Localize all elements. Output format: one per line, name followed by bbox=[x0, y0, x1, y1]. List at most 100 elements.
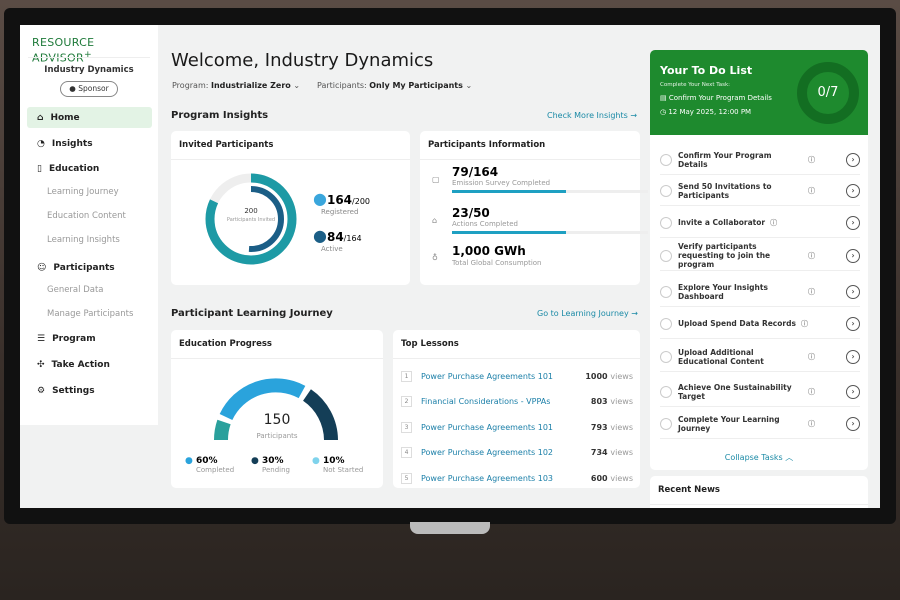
people-icon: ☺ bbox=[37, 262, 47, 273]
gauge-center-value: 150 bbox=[263, 412, 291, 428]
todo-checkbox[interactable] bbox=[660, 285, 672, 298]
help-icon[interactable]: ⓘ bbox=[808, 387, 815, 396]
education-progress-card: Education Progress 150 Participants ● 60… bbox=[171, 330, 383, 488]
sidebar-item-education[interactable]: ▯ Education bbox=[37, 163, 100, 174]
chevron-right-circle-icon[interactable]: › bbox=[846, 284, 860, 299]
page-title: Welcome, Industry Dynamics bbox=[171, 50, 434, 71]
lesson-views: 793 views bbox=[590, 422, 633, 432]
gauge-pending bbox=[302, 389, 338, 441]
todo-label: Verify participants requesting to join t… bbox=[678, 242, 771, 269]
sidebar-item-manage-participants[interactable]: Manage Participants bbox=[47, 309, 134, 319]
help-icon[interactable]: ⓘ bbox=[808, 186, 815, 195]
chevron-up-icon: ︿ bbox=[785, 453, 794, 462]
home-icon: ⌂ bbox=[37, 112, 44, 123]
todo-item[interactable]: Achieve One Sustainability Target ⓘ › bbox=[660, 377, 860, 407]
actions-value: 23/50 bbox=[452, 206, 490, 220]
sidebar-item-education-content[interactable]: Education Content bbox=[47, 211, 126, 221]
todo-item[interactable]: Invite a Collaborator ⓘ › bbox=[660, 208, 860, 238]
check-more-insights-link[interactable]: Check More Insights → bbox=[547, 111, 638, 120]
collapse-tasks-button[interactable]: Collapse Tasks ︿ bbox=[724, 453, 794, 462]
learning-journey-title: Participant Learning Journey bbox=[171, 308, 333, 319]
sidebar-item-settings[interactable]: ⚙ Settings bbox=[37, 385, 95, 396]
lesson-title[interactable]: Financial Considerations - VPPAs bbox=[421, 397, 551, 406]
todo-item[interactable]: Verify participants requesting to join t… bbox=[660, 241, 860, 271]
chevron-right-circle-icon[interactable]: › bbox=[846, 349, 860, 364]
lesson-row[interactable]: 5 Power Purchase Agreements 103 600 views bbox=[401, 468, 633, 488]
todo-label: Invite a Collaborator bbox=[678, 218, 766, 227]
todo-checkbox[interactable] bbox=[660, 317, 672, 330]
donut-center-label: Participants Invited bbox=[226, 217, 276, 223]
lesson-row[interactable]: 1 Power Purchase Agreements 101 1000 views bbox=[401, 366, 633, 386]
chevron-right-circle-icon[interactable]: › bbox=[846, 215, 860, 230]
lesson-title[interactable]: Power Purchase Agreements 101 bbox=[421, 422, 554, 432]
card-title: Education Progress bbox=[171, 330, 383, 359]
legend-pending: ● 30% Pending bbox=[251, 456, 290, 474]
chevron-right-circle-icon[interactable]: › bbox=[846, 316, 860, 331]
help-icon[interactable]: ⓘ bbox=[808, 419, 815, 428]
chevron-right-circle-icon[interactable]: › bbox=[846, 248, 860, 263]
lesson-title[interactable]: Power Purchase Agreements 101 bbox=[421, 371, 554, 381]
help-icon[interactable]: ⓘ bbox=[808, 155, 815, 164]
help-icon[interactable]: ⓘ bbox=[770, 218, 778, 227]
monitor-stand bbox=[410, 522, 490, 534]
todo-item[interactable]: Explore Your Insights Dashboard ⓘ › bbox=[660, 277, 860, 307]
chevron-right-circle-icon[interactable]: › bbox=[846, 183, 860, 198]
todo-item[interactable]: Complete Your Learning Journey ⓘ › bbox=[660, 409, 860, 439]
lesson-rank: 5 bbox=[401, 472, 412, 484]
sidebar-item-insights[interactable]: ◔ Insights bbox=[37, 138, 93, 149]
lesson-title[interactable]: Power Purchase Agreements 102 bbox=[421, 448, 554, 457]
clock-icon: ◷ bbox=[660, 108, 667, 116]
help-icon[interactable]: ⓘ bbox=[808, 287, 815, 296]
sponsor-icon: ● bbox=[69, 84, 76, 93]
top-lessons-card: Top Lessons 1 Power Purchase Agreements 1… bbox=[393, 330, 640, 488]
gauge-completed bbox=[219, 378, 306, 421]
todo-item[interactable]: Send 50 Invitations to Participants ⓘ › bbox=[660, 176, 860, 206]
todo-checkbox[interactable] bbox=[660, 385, 672, 398]
sidebar-item-participants[interactable]: ☺ Participants bbox=[37, 262, 115, 273]
lesson-row[interactable]: 2 Financial Considerations - VPPAs 803 vie… bbox=[401, 392, 633, 412]
chevron-right-circle-icon[interactable]: › bbox=[846, 416, 860, 431]
help-icon[interactable]: ⓘ bbox=[800, 319, 808, 328]
todo-item[interactable]: Confirm Your Program Details ⓘ › bbox=[660, 145, 860, 175]
todo-label: Upload Spend Data Records bbox=[678, 319, 796, 328]
logo[interactable]: RESOURCE ADVISOR+ bbox=[32, 36, 95, 65]
lesson-row[interactable]: 4 Power Purchase Agreements 102 734 views bbox=[401, 443, 633, 463]
lesson-row[interactable]: 3 Power Purchase Agreements 101 793 views bbox=[401, 417, 633, 437]
chevron-down-icon: ⌄ bbox=[293, 81, 301, 90]
todo-checkbox[interactable] bbox=[660, 184, 672, 197]
emission-survey-progress bbox=[452, 190, 648, 193]
arrow-right-icon: → bbox=[631, 309, 638, 318]
lesson-rank: 4 bbox=[401, 447, 412, 458]
help-icon[interactable]: ⓘ bbox=[808, 251, 815, 260]
todo-checkbox[interactable] bbox=[660, 216, 672, 229]
actions-label: Actions Completed bbox=[452, 220, 518, 228]
go-to-learning-journey-link[interactable]: Go to Learning Journey → bbox=[537, 309, 638, 318]
program-filter[interactable]: Program: Industrialize Zero ⌄ bbox=[172, 81, 301, 90]
todo-checkbox[interactable] bbox=[660, 417, 672, 430]
todo-item[interactable]: Upload Additional Educational Content ⓘ › bbox=[660, 342, 860, 372]
todo-header: Your To Do List Complete Your Next Task:… bbox=[650, 50, 868, 135]
todo-checkbox[interactable] bbox=[660, 350, 672, 363]
lesson-title[interactable]: Power Purchase Agreements 103 bbox=[421, 473, 554, 483]
todo-item[interactable]: Upload Spend Data Records ⓘ › bbox=[660, 309, 860, 339]
chevron-right-circle-icon[interactable]: › bbox=[846, 384, 860, 399]
sidebar-item-home[interactable]: ⌂ Home bbox=[27, 107, 152, 128]
sidebar-item-take-action[interactable]: ✣ Take Action bbox=[37, 359, 110, 370]
sidebar-item-learning-journey[interactable]: Learning Journey bbox=[47, 187, 119, 197]
registered-arc bbox=[205, 173, 297, 265]
next-task[interactable]: ▤ Confirm Your Program Details bbox=[660, 94, 772, 102]
todo-checkbox[interactable] bbox=[660, 153, 672, 166]
sidebar-item-general-data[interactable]: General Data bbox=[47, 285, 104, 295]
sidebar-item-program[interactable]: ☰ Program bbox=[37, 333, 96, 344]
todo-checkbox[interactable] bbox=[660, 249, 672, 262]
card-title: Recent News bbox=[650, 476, 868, 505]
help-icon[interactable]: ⓘ bbox=[808, 352, 815, 361]
next-task-label: Complete Your Next Task: bbox=[660, 82, 731, 88]
lesson-views: 734 views bbox=[590, 448, 633, 457]
program-insights-title: Program Insights bbox=[171, 110, 269, 121]
participants-filter[interactable]: Participants: Only My Participants ⌄ bbox=[317, 81, 473, 90]
todo-label: Achieve One Sustainability Target bbox=[678, 382, 792, 401]
sidebar-item-learning-insights[interactable]: Learning Insights bbox=[47, 235, 120, 245]
legend-completed: ● 60% Completed bbox=[185, 456, 235, 474]
chevron-right-circle-icon[interactable]: › bbox=[846, 152, 860, 167]
